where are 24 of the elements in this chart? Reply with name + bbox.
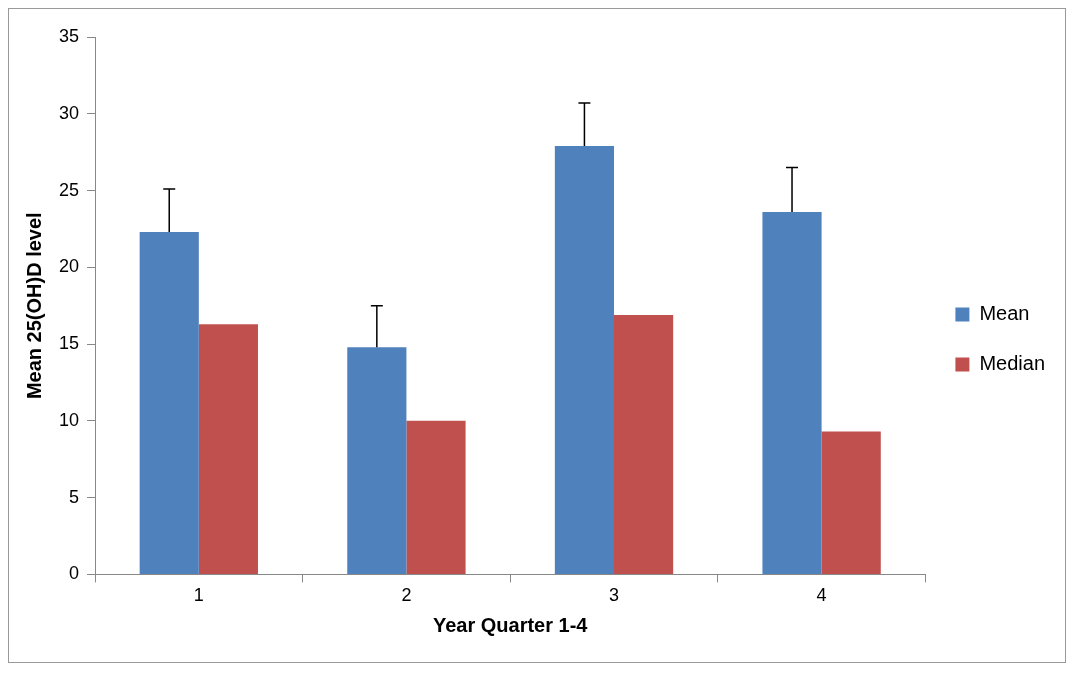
bar — [347, 347, 407, 574]
bar — [554, 146, 615, 574]
x-tick-label: 4 — [816, 585, 827, 606]
y-tick-label: 35 — [58, 25, 80, 46]
y-tick-label: 5 — [69, 486, 80, 507]
x-axis-title: Year Quarter 1-4 — [432, 613, 589, 636]
y-tick-label: 25 — [58, 179, 80, 200]
bar — [198, 324, 258, 574]
y-tick-label: 10 — [58, 409, 80, 430]
legend-label: Mean — [979, 302, 1030, 325]
bar — [406, 420, 466, 574]
bar — [762, 212, 822, 574]
y-axis-title: Mean 25(OH)D level — [22, 212, 45, 400]
legend-label: Median — [979, 352, 1046, 375]
bar — [614, 314, 674, 574]
x-tick-label: 3 — [609, 585, 620, 606]
bar — [821, 431, 881, 574]
y-tick-label: 20 — [58, 256, 80, 277]
x-tick-label: 2 — [401, 585, 412, 606]
x-tick-label: 1 — [193, 585, 204, 606]
bar — [139, 232, 199, 574]
y-tick-label: 30 — [58, 102, 80, 123]
y-tick-label: 0 — [69, 563, 80, 584]
y-tick-label: 15 — [58, 333, 80, 354]
